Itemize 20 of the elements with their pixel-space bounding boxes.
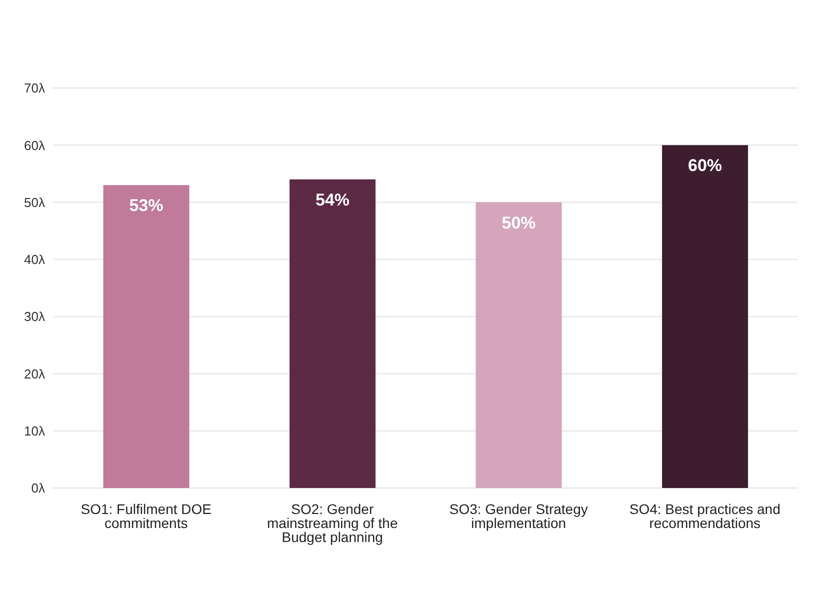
y-tick-label: 50λ [24,194,46,210]
bar [290,179,376,488]
y-tick-label: 10λ [24,423,46,438]
x-tick-label: SO3: Gender Strategy implementation [449,500,588,531]
y-tick-label: 60λ [24,138,46,153]
data-label: 54% [316,190,350,210]
y-tick-label: 20λ [24,366,46,382]
y-tick-label: 30λ [24,309,46,324]
x-tick-label: SO1: Fulfilment DOE commitments [80,500,212,531]
x-tick-label: SO4: Best practices and recommendations [629,500,780,531]
bar [662,145,748,488]
bar [476,202,562,488]
bar [103,185,190,488]
y-tick-label: 0λ [31,480,46,496]
data-label: 60% [688,156,722,176]
y-tick-label: 40λ [24,252,46,268]
y-tick-label: 70λ [24,80,46,96]
data-label: 53% [129,196,164,216]
x-tick-label: SO2: Gender mainstreaming of the Budget planning [267,500,398,545]
data-label: 50% [502,213,536,232]
